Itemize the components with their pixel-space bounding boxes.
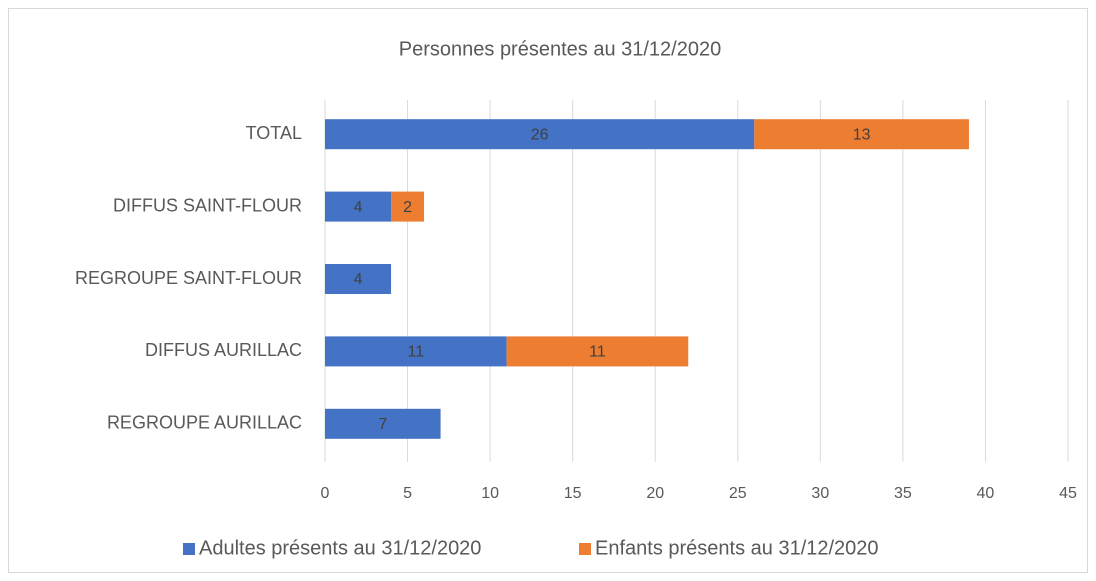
y-tick-label: REGROUPE SAINT-FLOUR: [75, 268, 302, 288]
bar-value-label: 4: [354, 271, 363, 288]
bar: [325, 191, 392, 222]
bar-value-label: 7: [378, 416, 387, 433]
bar-value-label: 2: [403, 199, 412, 216]
x-tick-label: 15: [564, 485, 582, 502]
x-tick-label: 10: [481, 485, 499, 502]
x-tick-label: 5: [403, 485, 412, 502]
x-tick-label: 45: [1059, 485, 1077, 502]
y-tick-label: DIFFUS SAINT-FLOUR: [113, 195, 302, 215]
bar: [325, 264, 392, 294]
bar-value-label: 4: [354, 199, 363, 216]
x-tick-label: 25: [729, 485, 747, 502]
x-tick-label: 35: [894, 485, 912, 502]
legend-swatch: [183, 543, 195, 555]
chart-title: Personnes présentes au 31/12/2020: [399, 38, 721, 60]
y-tick-label: DIFFUS AURILLAC: [145, 340, 302, 360]
bar-value-label: 11: [589, 344, 606, 361]
x-tick-label: 30: [811, 485, 829, 502]
y-tick-label: TOTAL: [246, 123, 302, 143]
chart-frame: [8, 8, 1088, 573]
bar-value-label: 26: [531, 126, 549, 143]
x-tick-label: 20: [646, 485, 664, 502]
legend-label: Adultes présents au 31/12/2020: [199, 537, 481, 559]
bar: [754, 119, 969, 150]
bar: [325, 408, 441, 439]
x-tick-label: 40: [977, 485, 995, 502]
bar: [325, 336, 507, 367]
x-tick-label: 0: [321, 485, 330, 502]
bar: [391, 191, 425, 222]
bar-value-label: 13: [853, 126, 871, 143]
legend-label: Enfants présents au 31/12/2020: [595, 537, 879, 559]
legend-swatch: [579, 543, 591, 555]
y-tick-label: REGROUPE AURILLAC: [107, 413, 302, 433]
bar: [325, 119, 755, 150]
bar: [506, 336, 689, 367]
bar-value-label: 11: [408, 344, 425, 361]
